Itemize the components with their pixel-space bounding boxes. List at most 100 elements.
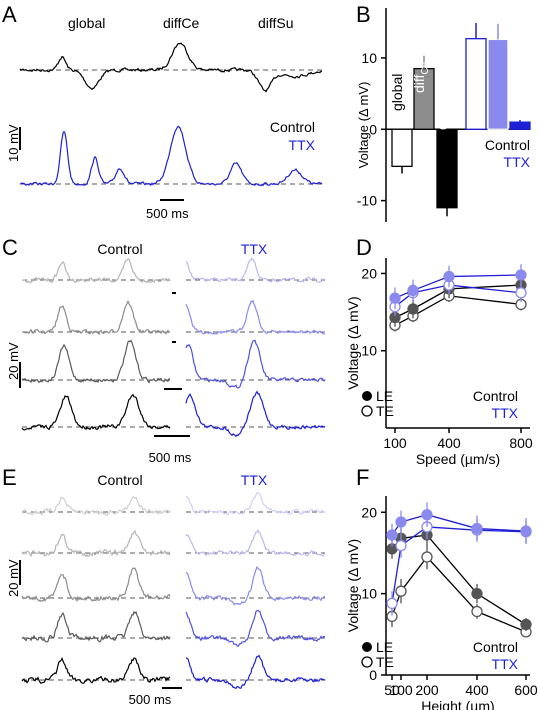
legend-b-ttx: TTX xyxy=(504,154,531,170)
bar-b-control-global xyxy=(391,128,413,168)
axis-f-xtick-label-0: 50 xyxy=(384,682,400,698)
axis-f-xtick-label-1: 100 xyxy=(389,682,413,698)
trace-e-control-2 xyxy=(21,529,171,558)
axis-f-xtick-label-2: 200 xyxy=(415,682,439,698)
legend-d-te: TE xyxy=(376,403,394,419)
axis-d-xtick-label-0: 100 xyxy=(383,435,407,451)
trace-c-control-1 xyxy=(21,258,171,284)
bar-b-ttx-diffCe xyxy=(487,38,509,130)
legend-f-le: LE xyxy=(376,639,393,655)
legend-f-te: TE xyxy=(376,654,394,670)
trace-c-ttx-3 xyxy=(185,339,326,389)
scale-a-time-label: 500 ms xyxy=(146,206,189,221)
series-f-le-ttx xyxy=(391,514,527,536)
axis-f-xtick-label-3: 400 xyxy=(465,682,489,698)
panel-letter-f: F xyxy=(356,465,369,490)
point-d-le-ttx-0 xyxy=(389,292,401,304)
header-c-control: Control xyxy=(97,241,142,257)
point-f-te-control-1 xyxy=(395,585,407,597)
legend-f-le-marker xyxy=(362,642,372,652)
scale-e-time-label: 500 ms xyxy=(129,692,172,707)
axis-f-xtick-label-4: 600 xyxy=(514,682,538,698)
legend-d-te-marker xyxy=(361,405,373,417)
point-f-le-ttx-4 xyxy=(520,525,532,537)
axis-d-xtick-label-2: 800 xyxy=(509,435,533,451)
header-e-ttx: TTX xyxy=(241,472,268,488)
point-f-te-control-2 xyxy=(421,551,433,563)
scale-c-time-label: 500 ms xyxy=(149,450,192,465)
axis-b-tick-label-2: -10 xyxy=(357,193,377,209)
trace-e-ttx-1 xyxy=(185,492,326,516)
point-f-le-control-3 xyxy=(471,587,483,600)
panel-letter-d: D xyxy=(356,235,372,260)
axis-b-ylabel: Voltage (Δ mV) xyxy=(356,82,371,169)
legend-d-ttx: TTX xyxy=(492,405,519,421)
scale-c-voltage-label: 20 mV xyxy=(6,342,21,380)
bar-b-label-sub-diffCe: Ce xyxy=(420,61,431,74)
axis-d-ytick-label-1: 10 xyxy=(361,343,377,359)
scale-a-voltage-label: 10 mV xyxy=(6,124,21,162)
trace-c-ttx-2 xyxy=(185,299,326,335)
trace-c-control-4 xyxy=(21,393,171,431)
axis-d-ytick-label-0: 20 xyxy=(361,265,377,281)
legend-a-control: Control xyxy=(270,119,315,135)
trace-e-control-1 xyxy=(21,496,171,517)
trace-a-ttx xyxy=(19,125,323,187)
legend-b-control: Control xyxy=(485,137,530,153)
legend-f-ttx: TTX xyxy=(492,656,519,672)
legend-d-le: LE xyxy=(376,388,393,404)
axis-f-ytick-label-0: 20 xyxy=(361,504,377,520)
point-f-le-ttx-2 xyxy=(421,509,433,521)
legend-f-control: Control xyxy=(473,639,518,655)
trace-c-ttx-1 xyxy=(185,257,326,284)
trace-e-control-5 xyxy=(21,657,171,685)
panel-letter-e: E xyxy=(2,465,17,490)
bar-b-label-global: global xyxy=(389,74,405,111)
phase-label-global: global xyxy=(68,15,105,31)
axis-f-xlabel: Height (µm) xyxy=(421,698,494,710)
point-d-le-control-1 xyxy=(407,303,419,315)
point-f-te-ttx-1 xyxy=(395,539,407,552)
phase-label-diff-ce: diffCe xyxy=(163,15,200,31)
series-d-te-ttx xyxy=(394,284,522,308)
trace-e-ttx-2 xyxy=(185,529,326,557)
point-f-le-control-4 xyxy=(520,618,532,631)
axis-f-ytick-label-2: 0 xyxy=(369,667,377,683)
series-f-te-control xyxy=(391,556,527,633)
trace-e-ttx-4 xyxy=(185,609,326,648)
bar-b-ttx-diffSu xyxy=(509,121,531,130)
axis-b-tick-label-0: 10 xyxy=(361,50,377,66)
bar-b-ttx-global xyxy=(465,38,487,130)
scale-e-voltage-label: 20 mV xyxy=(6,559,21,597)
trace-e-control-4 xyxy=(21,610,171,643)
bar-b-control-diffSu xyxy=(436,128,458,209)
series-d-le-control xyxy=(394,284,522,319)
bar-b-label-diffSu: diffSu xyxy=(434,99,454,130)
trace-layer xyxy=(19,42,326,689)
point-f-te-control-3 xyxy=(471,605,483,618)
phase-label-diff-su: diffSu xyxy=(258,15,294,31)
panel-letter-c: C xyxy=(2,235,18,260)
series-d-le-ttx xyxy=(394,274,522,299)
point-d-le-ttx-2 xyxy=(443,270,455,283)
trace-e-control-3 xyxy=(21,567,171,603)
trace-e-ttx-5 xyxy=(185,654,326,689)
legend-f-te-marker xyxy=(361,656,373,668)
bar-b-label-sub-diffSu: Su xyxy=(443,99,454,111)
trace-c-control-2 xyxy=(22,299,171,336)
legend-d-control: Control xyxy=(473,388,518,404)
axis-d-xlabel: Speed (µm/s) xyxy=(416,451,500,467)
axis-f-ytick-label-1: 10 xyxy=(361,586,377,602)
trace-e-ttx-3 xyxy=(185,565,326,606)
trace-c-control-3 xyxy=(21,339,170,384)
series-f-le-control xyxy=(391,534,527,626)
point-f-te-ttx-0 xyxy=(386,597,398,610)
axis-b-tick-label-1: 0 xyxy=(369,121,377,137)
point-d-le-ttx-1 xyxy=(407,284,419,297)
point-f-le-ttx-0 xyxy=(386,529,398,541)
legend-a-ttx: TTX xyxy=(289,137,316,153)
